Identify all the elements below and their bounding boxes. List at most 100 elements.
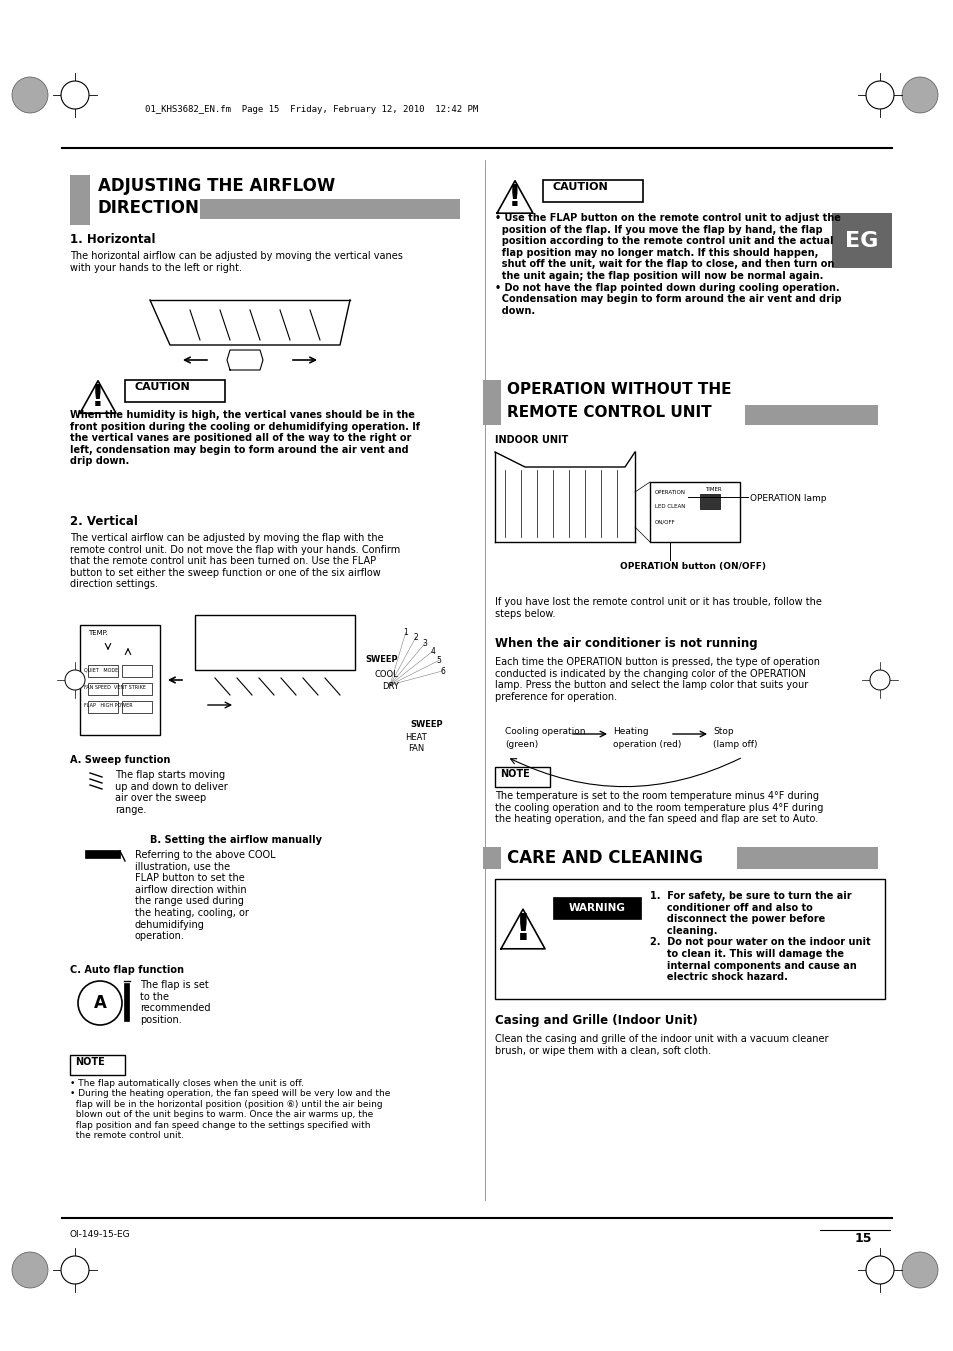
Bar — [122, 701, 152, 713]
Text: SWEEP: SWEEP — [365, 655, 397, 663]
Text: When the humidity is high, the vertical vanes should be in the
front position du: When the humidity is high, the vertical … — [70, 409, 419, 466]
Bar — [831, 213, 891, 267]
Circle shape — [869, 670, 889, 690]
Circle shape — [12, 77, 48, 113]
Bar — [553, 897, 640, 919]
Circle shape — [865, 1256, 893, 1283]
Text: EG: EG — [844, 231, 878, 251]
Text: The vertical airflow can be adjusted by moving the flap with the
remote control : The vertical airflow can be adjusted by … — [70, 534, 400, 589]
Text: CAUTION: CAUTION — [135, 382, 191, 392]
Bar — [495, 880, 884, 998]
Bar — [542, 180, 642, 203]
Bar — [700, 494, 720, 509]
Text: (green): (green) — [504, 740, 537, 748]
Text: • Use the FLAP button on the remote control unit to adjust the
  position of the: • Use the FLAP button on the remote cont… — [495, 213, 841, 316]
Text: !: ! — [91, 382, 105, 412]
Text: LED CLEAN: LED CLEAN — [655, 504, 684, 509]
Circle shape — [901, 77, 937, 113]
Text: CARE AND CLEANING: CARE AND CLEANING — [506, 848, 702, 867]
Text: 5: 5 — [436, 657, 440, 665]
Text: The horizontal airflow can be adjusted by moving the vertical vanes
with your ha: The horizontal airflow can be adjusted b… — [70, 251, 402, 273]
Text: Referring to the above COOL
illustration, use the
FLAP button to set the
airflow: Referring to the above COOL illustration… — [135, 850, 275, 942]
Text: 4: 4 — [430, 647, 435, 655]
Circle shape — [12, 1252, 48, 1288]
Text: A. Sweep function: A. Sweep function — [70, 755, 171, 765]
Text: If you have lost the remote control unit or it has trouble, follow the
steps bel: If you have lost the remote control unit… — [495, 597, 821, 619]
Polygon shape — [497, 181, 533, 213]
Text: OPERATION: OPERATION — [655, 490, 685, 494]
Polygon shape — [500, 909, 544, 948]
Text: The temperature is set to the room temperature minus 4°F during
the cooling oper: The temperature is set to the room tempe… — [495, 790, 822, 824]
Text: The flap starts moving
up and down to deliver
air over the sweep
range.: The flap starts moving up and down to de… — [115, 770, 228, 815]
Bar — [88, 701, 118, 713]
Text: OPERATION lamp: OPERATION lamp — [749, 494, 825, 503]
Bar — [482, 847, 500, 869]
Bar — [649, 482, 740, 542]
Bar — [125, 380, 225, 403]
Bar — [737, 847, 877, 869]
Circle shape — [61, 1256, 89, 1283]
Text: 01_KHS3682_EN.fm  Page 15  Friday, February 12, 2010  12:42 PM: 01_KHS3682_EN.fm Page 15 Friday, Februar… — [145, 105, 477, 113]
Text: 1: 1 — [402, 628, 407, 638]
Polygon shape — [80, 381, 116, 413]
Circle shape — [78, 981, 122, 1025]
Text: 2: 2 — [413, 632, 417, 642]
Text: Stop: Stop — [712, 727, 733, 736]
Text: NOTE: NOTE — [75, 1056, 105, 1067]
Bar — [200, 199, 459, 219]
Text: FAN: FAN — [408, 744, 424, 753]
Bar — [70, 176, 90, 226]
Text: Heating: Heating — [613, 727, 648, 736]
Text: CAUTION: CAUTION — [553, 182, 608, 192]
Text: WARNING: WARNING — [568, 902, 625, 913]
Bar — [122, 665, 152, 677]
Bar — [80, 626, 160, 735]
Text: OPERATION button (ON/OFF): OPERATION button (ON/OFF) — [619, 562, 765, 571]
Bar — [70, 1055, 125, 1075]
Circle shape — [865, 81, 893, 109]
Text: !: ! — [514, 911, 531, 947]
Text: A: A — [93, 994, 107, 1012]
Text: The flap is set
to the
recommended
position.: The flap is set to the recommended posit… — [140, 979, 211, 1025]
Text: 3: 3 — [422, 639, 427, 648]
Text: Each time the OPERATION button is pressed, the type of operation
conducted is in: Each time the OPERATION button is presse… — [495, 657, 820, 701]
Text: QUIET   MODE: QUIET MODE — [84, 667, 118, 671]
Bar — [744, 405, 877, 426]
Text: • The flap automatically closes when the unit is off.
• During the heating opera: • The flap automatically closes when the… — [70, 1079, 390, 1140]
Text: DIRECTION: DIRECTION — [98, 199, 200, 218]
Text: operation (red): operation (red) — [613, 740, 680, 748]
Text: COOL: COOL — [375, 670, 398, 680]
Text: !: ! — [508, 182, 521, 212]
Circle shape — [65, 670, 85, 690]
Text: 6: 6 — [439, 667, 444, 676]
Circle shape — [901, 1252, 937, 1288]
Text: NOTE: NOTE — [499, 769, 529, 780]
Text: (lamp off): (lamp off) — [712, 740, 757, 748]
Text: REMOTE CONTROL UNIT: REMOTE CONTROL UNIT — [506, 405, 711, 420]
Text: Casing and Grille (Indoor Unit): Casing and Grille (Indoor Unit) — [495, 1015, 697, 1027]
Text: ON/OFF: ON/OFF — [655, 520, 675, 526]
Text: ADJUSTING THE AIRFLOW: ADJUSTING THE AIRFLOW — [98, 177, 335, 195]
Bar — [482, 380, 500, 426]
Text: OPERATION WITHOUT THE: OPERATION WITHOUT THE — [506, 382, 731, 397]
Circle shape — [61, 81, 89, 109]
Text: TIMER: TIMER — [704, 486, 720, 492]
Text: TEMP.: TEMP. — [88, 630, 108, 636]
Bar — [85, 850, 120, 858]
Text: 15: 15 — [854, 1232, 872, 1246]
Text: FLAP   HIGH POWER: FLAP HIGH POWER — [84, 703, 132, 708]
Text: DRY: DRY — [381, 682, 398, 690]
Bar — [495, 767, 550, 788]
Text: SWEEP: SWEEP — [410, 720, 442, 730]
Text: 1.  For safety, be sure to turn the air
     conditioner off and also to
     di: 1. For safety, be sure to turn the air c… — [649, 892, 870, 982]
Text: OI-149-15-EG: OI-149-15-EG — [70, 1229, 131, 1239]
Text: FAN SPEED  VENT STRIKE: FAN SPEED VENT STRIKE — [84, 685, 146, 690]
Text: HEAT: HEAT — [405, 734, 426, 742]
Text: When the air conditioner is not running: When the air conditioner is not running — [495, 638, 757, 650]
Text: 1. Horizontal: 1. Horizontal — [70, 232, 155, 246]
Text: B. Setting the airflow manually: B. Setting the airflow manually — [150, 835, 322, 844]
Text: Clean the casing and grille of the indoor unit with a vacuum cleaner
brush, or w: Clean the casing and grille of the indoo… — [495, 1034, 827, 1055]
Bar — [88, 684, 118, 694]
Bar — [122, 684, 152, 694]
Text: INDOOR UNIT: INDOOR UNIT — [495, 435, 568, 444]
